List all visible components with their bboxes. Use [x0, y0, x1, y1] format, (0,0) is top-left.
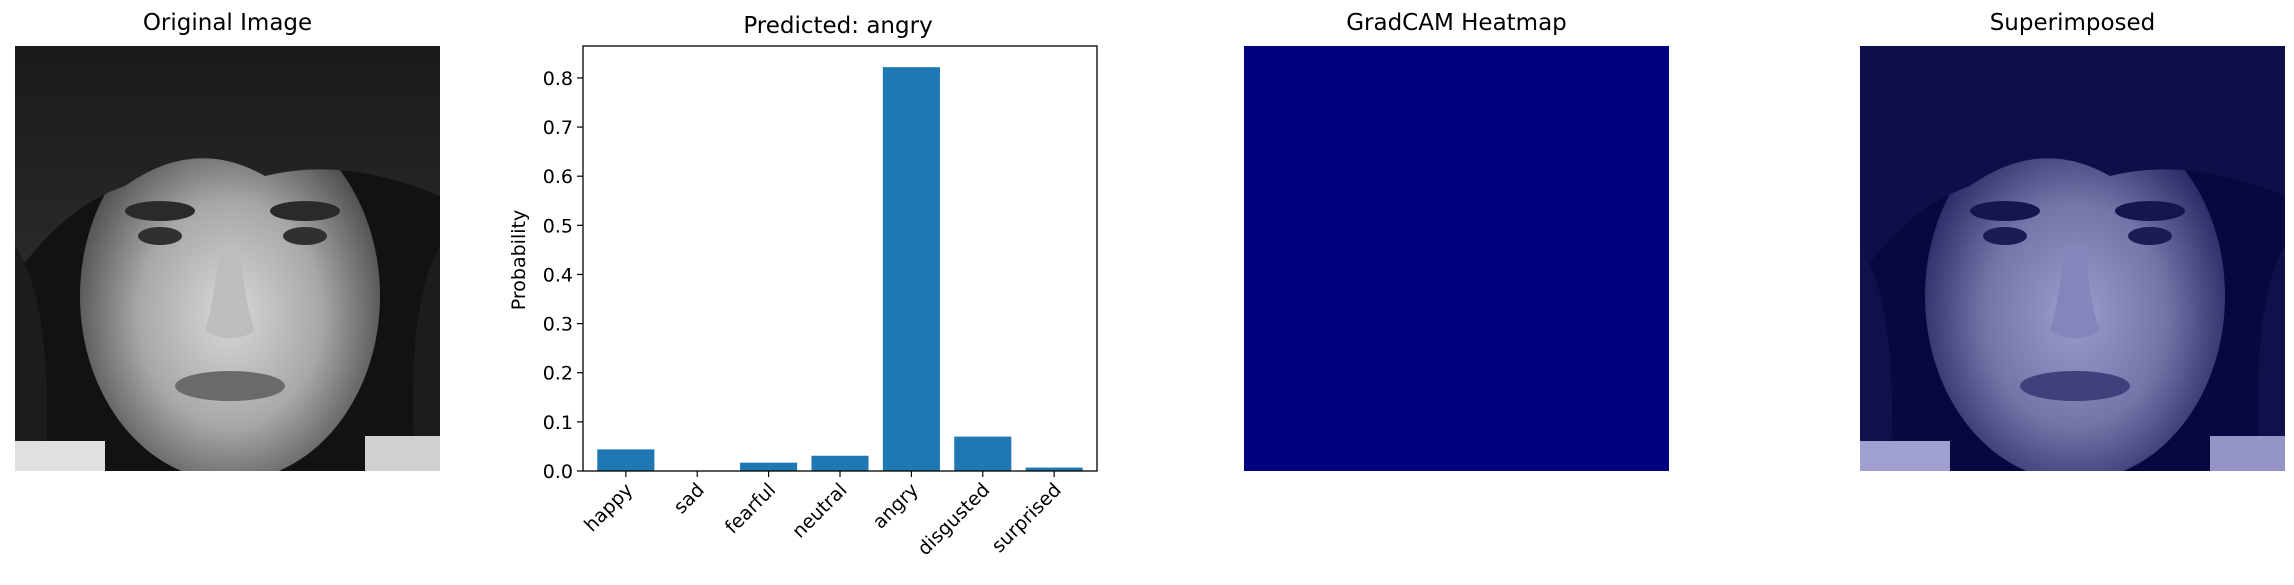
x-axis-ticks: happy sad fearful neutral angrydisgustedsurp… [580, 471, 1066, 560]
x-tick-label: disgusted [913, 479, 994, 560]
superimposed-title: Superimposed [1989, 10, 2156, 36]
x-tick-label: neutral [788, 479, 852, 543]
bar-happy [597, 449, 655, 471]
bar-surprised [1025, 467, 1083, 471]
chart-title: Predicted: angry [743, 13, 932, 39]
x-tick-label: happy [580, 479, 637, 536]
bar-angry [882, 67, 940, 471]
bar-neutral [811, 455, 869, 471]
y-tick-label: 0.3 [543, 314, 573, 336]
x-tick-label: surprised [988, 479, 1066, 557]
bar-fearful [740, 462, 798, 471]
y-tick-label: 0.4 [543, 264, 573, 286]
original-face-image [15, 46, 440, 471]
x-tick-label: fearful [721, 479, 780, 538]
plot-frame [582, 45, 1098, 472]
heatmap-title: GradCAM Heatmap [1346, 10, 1567, 36]
y-tick-label: 0.5 [543, 215, 573, 237]
y-axis-ticks: 0.0 0.1 0.2 0.3 0.4 0.5 0.6 0.7 0.8 [543, 68, 583, 483]
y-tick-label: 0.1 [543, 412, 573, 434]
bar-disgusted [954, 436, 1012, 471]
y-tick-label: 0.7 [543, 117, 573, 139]
gradcam-heatmap [1244, 46, 1669, 471]
y-tick-label: 0.2 [543, 363, 573, 385]
y-axis-label: Probability [508, 210, 530, 310]
original-image-title: Original Image [142, 10, 313, 36]
superimposed-image [1860, 46, 2285, 471]
bars [597, 67, 1083, 472]
y-tick-label: 0.6 [543, 166, 573, 188]
y-tick-label: 0.8 [543, 68, 573, 90]
y-tick-label: 0.0 [543, 461, 573, 483]
x-tick-label: angry [869, 479, 923, 533]
x-tick-label: sad [669, 479, 708, 518]
